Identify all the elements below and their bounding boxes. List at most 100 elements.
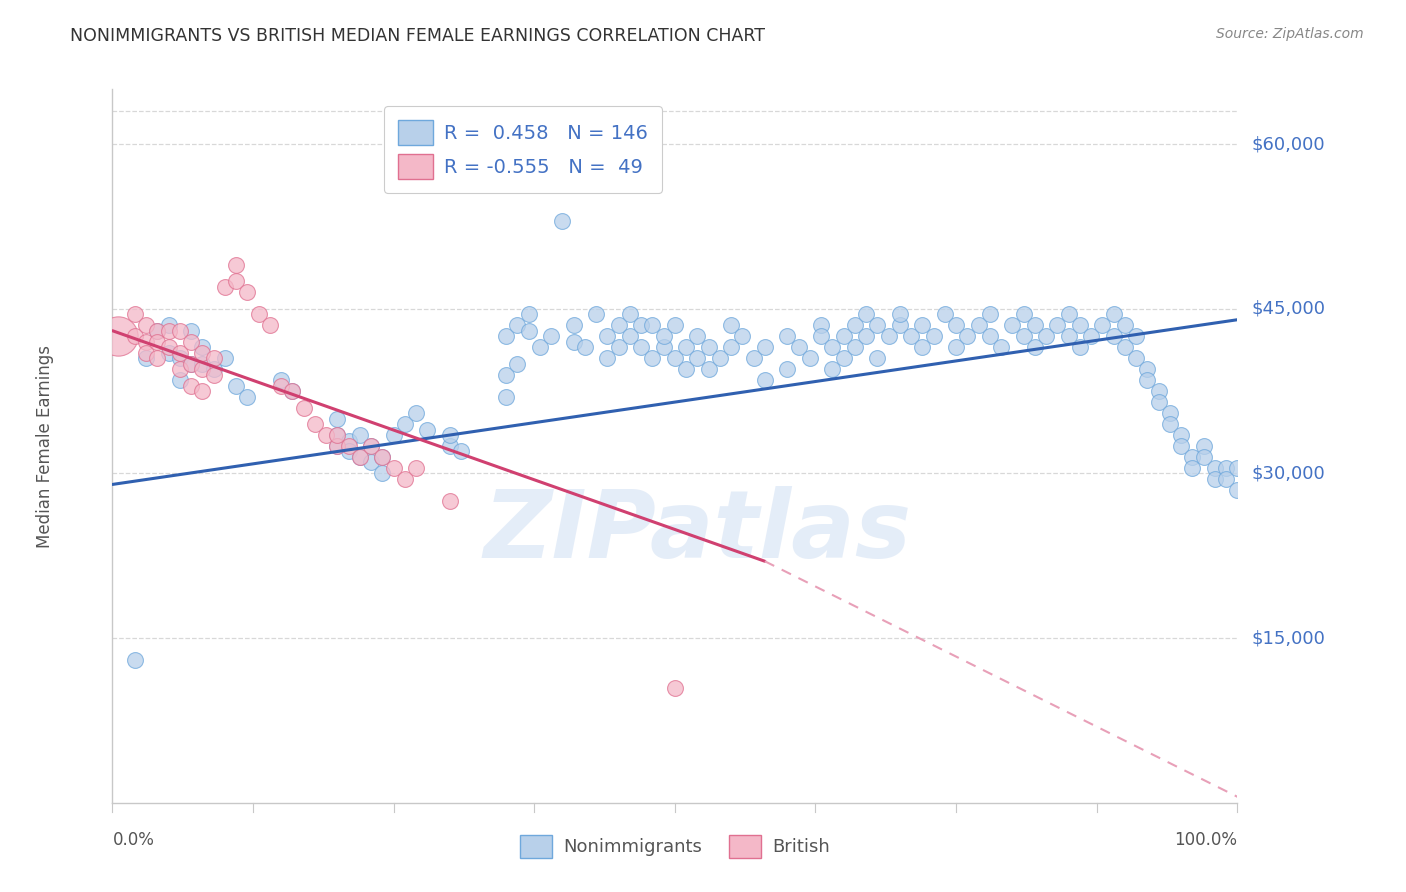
Text: Median Female Earnings: Median Female Earnings (37, 344, 53, 548)
Point (495, 329, 517, 343)
Point (337, 434, 360, 448)
Point (911, 340, 934, 354)
Point (1125, 351, 1147, 366)
Point (956, 329, 979, 343)
Point (180, 334, 202, 349)
Point (1170, 439, 1192, 453)
Point (214, 351, 236, 366)
Point (202, 351, 225, 366)
Point (360, 439, 382, 453)
Point (169, 351, 191, 366)
Point (697, 340, 720, 354)
Point (326, 428, 349, 442)
Point (821, 362, 844, 376)
Point (1091, 318, 1114, 333)
Point (889, 307, 911, 321)
Point (107, 329, 129, 343)
Point (236, 285, 259, 300)
Point (326, 428, 349, 442)
Point (371, 450, 394, 464)
Point (832, 351, 855, 366)
Point (214, 280, 236, 294)
Point (652, 340, 675, 354)
Point (304, 417, 326, 431)
Point (652, 329, 675, 343)
Point (675, 362, 697, 376)
Point (360, 455, 382, 469)
Point (146, 334, 169, 349)
Point (337, 444, 360, 458)
Point (225, 258, 247, 272)
Point (1102, 307, 1125, 321)
Point (664, 351, 686, 366)
Point (1102, 329, 1125, 343)
Point (900, 329, 922, 343)
Text: $45,000: $45,000 (1251, 300, 1326, 318)
Point (1012, 307, 1035, 321)
Point (1136, 373, 1159, 387)
Point (326, 411, 349, 425)
Point (180, 378, 202, 392)
Point (1035, 329, 1057, 343)
Point (607, 340, 630, 354)
Point (394, 417, 416, 431)
Point (619, 329, 641, 343)
Point (619, 307, 641, 321)
Point (607, 318, 630, 333)
Point (360, 439, 382, 453)
Point (742, 351, 765, 366)
Text: NONIMMIGRANTS VS BRITISH MEDIAN FEMALE EARNINGS CORRELATION CHART: NONIMMIGRANTS VS BRITISH MEDIAN FEMALE E… (70, 27, 765, 45)
Point (889, 318, 911, 333)
Point (720, 340, 742, 354)
Point (1159, 406, 1181, 420)
Point (146, 324, 169, 338)
Point (1170, 428, 1192, 442)
Point (641, 351, 664, 366)
Point (529, 340, 551, 354)
Point (799, 351, 821, 366)
Point (664, 681, 686, 695)
Point (135, 345, 157, 359)
Point (124, 329, 146, 343)
Text: ZIPatlas: ZIPatlas (484, 485, 911, 578)
Point (675, 340, 697, 354)
Text: 100.0%: 100.0% (1174, 831, 1237, 849)
Text: Source: ZipAtlas.com: Source: ZipAtlas.com (1216, 27, 1364, 41)
Point (934, 307, 956, 321)
Point (686, 329, 709, 343)
Point (1024, 318, 1046, 333)
Point (1226, 461, 1249, 475)
Point (720, 318, 742, 333)
Point (1136, 362, 1159, 376)
Point (1204, 472, 1226, 486)
Point (146, 351, 169, 366)
Point (439, 494, 461, 508)
Point (754, 340, 776, 354)
Point (180, 324, 202, 338)
Point (1057, 307, 1080, 321)
Text: $60,000: $60,000 (1251, 135, 1324, 153)
Point (135, 318, 157, 333)
Point (574, 340, 596, 354)
Point (1181, 461, 1204, 475)
Point (247, 307, 270, 321)
Point (1147, 395, 1170, 409)
Point (1001, 318, 1024, 333)
Point (191, 362, 214, 376)
Point (169, 345, 191, 359)
Point (866, 318, 889, 333)
Point (810, 318, 832, 333)
Point (315, 428, 337, 442)
Point (1192, 439, 1215, 453)
Point (225, 274, 247, 288)
Point (641, 318, 664, 333)
Point (337, 439, 360, 453)
Point (866, 351, 889, 366)
Point (506, 318, 529, 333)
Point (1226, 483, 1249, 497)
Point (967, 318, 990, 333)
Point (135, 334, 157, 349)
Point (1080, 329, 1102, 343)
Point (945, 340, 967, 354)
Point (922, 329, 945, 343)
